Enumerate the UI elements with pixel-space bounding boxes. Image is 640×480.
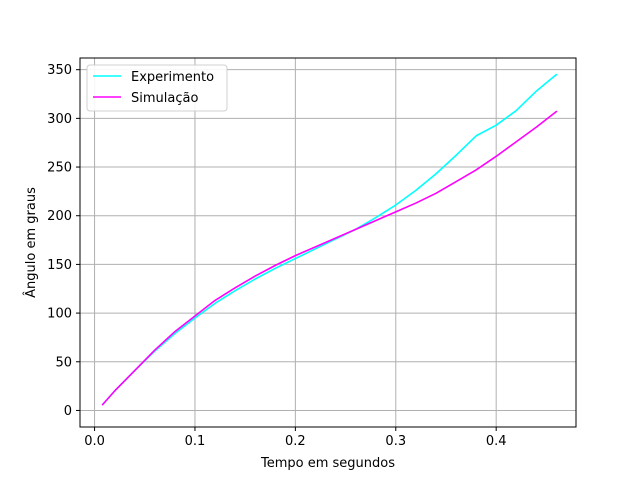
x-tick-label: 0.3	[385, 434, 406, 449]
y-tick-label: 350	[47, 63, 72, 78]
y-tick-label: 200	[47, 209, 72, 224]
legend-label-experimento: Experimento	[131, 70, 214, 85]
y-tick-label: 50	[55, 355, 72, 370]
legend-box	[86, 64, 228, 112]
x-axis-label: Tempo em segundos	[260, 456, 395, 471]
axis-ticks: 0.0 0.1 0.2 0.3 0.4 0 50 100 150 200 250 300 350	[47, 63, 506, 449]
y-tick-label: 150	[47, 258, 72, 273]
series-line-experimento	[101, 73, 558, 406]
legend: Experimento Simulação	[86, 64, 228, 112]
x-tick-label: 0.0	[84, 434, 105, 449]
x-tick-label: 0.1	[185, 434, 206, 449]
series-lines	[101, 73, 558, 406]
legend-label-simulacao: Simulação	[131, 91, 198, 106]
x-tick-label: 0.2	[285, 434, 306, 449]
y-tick-label: 250	[47, 161, 72, 176]
series-line-simulacao	[101, 110, 558, 406]
plot-frame	[79, 57, 577, 428]
x-tick-label: 0.4	[486, 434, 507, 449]
y-tick-label: 0	[64, 404, 72, 419]
y-axis-label: Ângulo em graus	[23, 187, 39, 298]
y-tick-label: 100	[47, 307, 72, 322]
y-tick-label: 300	[47, 112, 72, 127]
